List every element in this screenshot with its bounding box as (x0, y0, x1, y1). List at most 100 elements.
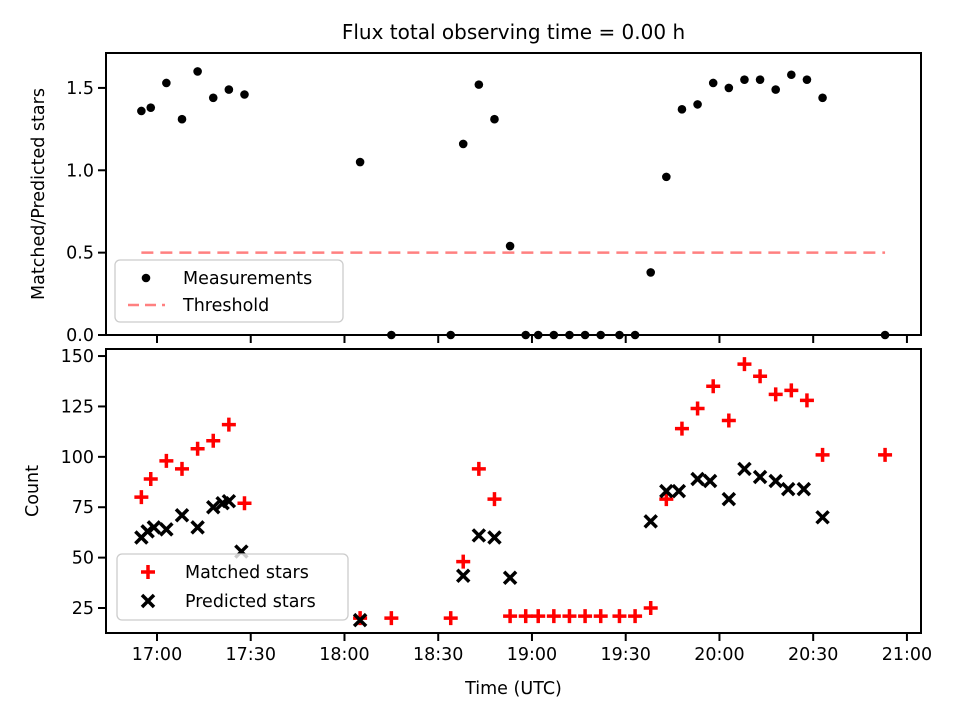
matched-stars-point (206, 433, 221, 448)
bottom-subplot: 17:00 17:30 18:00 18:30 19:00 19:30 20:00 20:30… (61, 347, 933, 665)
matched-stars-point (503, 609, 518, 624)
predicted-stars-point (780, 481, 796, 497)
legend-label: Matched stars (185, 563, 309, 583)
measurement-point (818, 93, 827, 103)
y-tick-label: 150 (61, 347, 94, 367)
predicted-stars-point (659, 483, 674, 499)
measurement-point (630, 330, 640, 340)
measurement-point (549, 330, 559, 340)
matched-stars-point (174, 461, 189, 476)
y-tick-label: 1.5 (66, 79, 94, 99)
y-tick-label: 50 (72, 549, 94, 569)
measurement-point (771, 85, 780, 94)
y-tick-label: 100 (61, 448, 94, 468)
measurement-point (146, 103, 156, 112)
x-tick-label: 21:00 (882, 645, 932, 665)
y-tick-label: 1.0 (66, 161, 94, 181)
measurement-point (802, 75, 812, 84)
predicted-stars-point (352, 612, 368, 628)
measurement-point (693, 100, 702, 109)
matched-stars-point (753, 369, 768, 384)
matched-stars-point (815, 447, 830, 462)
predicted-stars-point (455, 568, 471, 583)
matched-stars-point (531, 609, 546, 624)
predicted-stars-point (702, 473, 718, 489)
measurement-point (208, 93, 218, 103)
predicted-stars-point (206, 499, 221, 515)
matched-stars-point (221, 417, 236, 432)
predicted-stars-point (502, 570, 518, 586)
measurement-point (387, 330, 396, 340)
measurement-point (162, 78, 171, 88)
matched-stars-point (518, 609, 533, 624)
top-y-axis-label: Matched/Predicted stars (29, 88, 49, 300)
x-tick-label: 20:30 (788, 645, 838, 665)
predicted-stars-point (471, 528, 487, 543)
legend-marker-sample (140, 593, 156, 609)
measurement-point (490, 114, 499, 124)
measurement-point (137, 106, 146, 116)
predicted-stars-point (487, 530, 502, 545)
measurement-point (193, 67, 202, 76)
matched-stars-point (159, 453, 174, 468)
predicted-stars-point (815, 510, 830, 525)
predicted-stars-point (721, 491, 737, 507)
measurement-point (240, 90, 249, 99)
predicted-stars-point (221, 493, 237, 509)
measurement-point (458, 139, 468, 149)
measurement-point (521, 330, 531, 340)
matched-stars-point (190, 441, 205, 456)
matched-stars-point (546, 609, 561, 624)
measurement-point (446, 330, 456, 340)
bottom-y-axis-label: Count (23, 465, 43, 517)
matched-stars-point (768, 387, 783, 402)
measurement-point (646, 268, 656, 277)
matched-stars-point (674, 421, 689, 436)
matched-stars-point (784, 383, 799, 398)
x-tick-label: 19:30 (600, 645, 650, 665)
measurement-point (474, 80, 484, 89)
legend-label: Measurements (183, 269, 312, 289)
legend-label: Predicted stars (185, 592, 316, 612)
top-subplot: 0.0 0.5 1.0 1.5 Measurements Threshold (66, 52, 922, 346)
matched-stars-point (471, 461, 486, 476)
plot-frame (105, 348, 922, 634)
matched-stars-point (659, 492, 674, 507)
measurement-point (724, 83, 734, 93)
x-tick-label: 17:00 (132, 645, 182, 665)
y-tick-label: 25 (72, 599, 94, 619)
legend-box (114, 259, 344, 323)
measurement-point (596, 330, 606, 340)
matched-stars-point (706, 379, 721, 394)
x-tick-label: 17:30 (226, 645, 276, 665)
predicted-stars-point (796, 481, 812, 497)
y-tick-label: 0.5 (66, 244, 94, 264)
matched-stars-point (143, 472, 158, 487)
measurement-point (580, 330, 590, 340)
measurement-point (224, 85, 234, 94)
matched-stars-point (487, 492, 502, 507)
legend-marker-sample (141, 273, 151, 283)
measurement-point (880, 330, 890, 340)
x-tick-label: 18:30 (413, 645, 463, 665)
x-tick-label: 20:00 (694, 645, 744, 665)
matched-stars-point (878, 447, 893, 462)
predicted-stars-point (159, 522, 174, 537)
y-tick-label: 125 (61, 397, 94, 417)
legend-box (116, 553, 349, 621)
measurement-point (708, 78, 718, 88)
measurement-point (787, 70, 796, 80)
x-tick-label: 19:00 (507, 645, 557, 665)
matched-stars-point (643, 601, 658, 616)
predicted-stars-point (174, 508, 190, 523)
chart-title: Flux total observing time = 0.00 h (342, 20, 685, 44)
matched-stars-point (799, 393, 814, 408)
measurement-point (615, 330, 624, 340)
measurement-point (565, 330, 574, 340)
predicted-stars-point (737, 461, 752, 477)
legend: Matched stars Predicted stars (116, 553, 349, 621)
matched-stars-point (737, 357, 752, 372)
measurement-point (740, 75, 749, 84)
predicted-stars-point (690, 471, 705, 487)
